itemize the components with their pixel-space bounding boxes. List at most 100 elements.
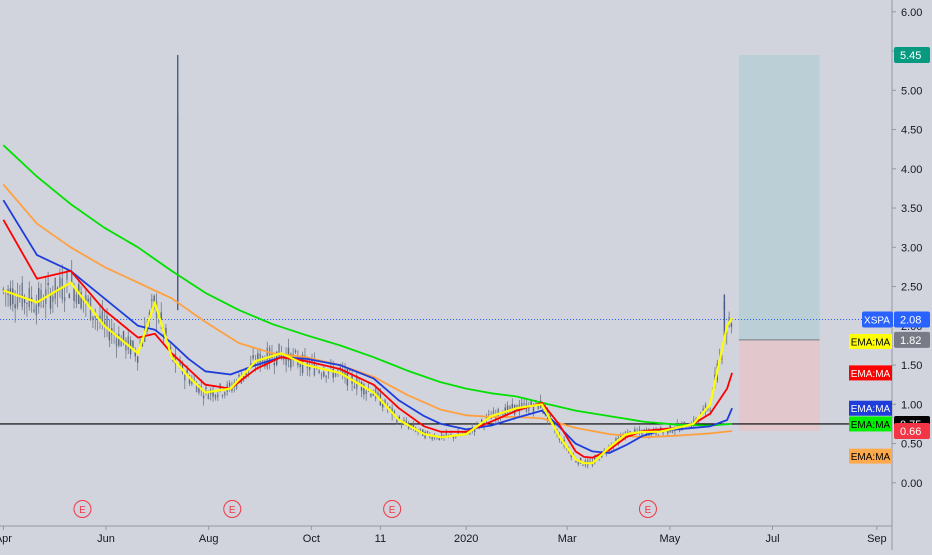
candle-body	[683, 421, 686, 423]
candle-body	[87, 298, 89, 302]
candle-body	[389, 406, 391, 408]
candle-body	[530, 401, 532, 407]
x-tick-label: Jun	[97, 533, 115, 545]
candle-body	[542, 408, 544, 410]
x-tick-label: Mar	[558, 533, 577, 545]
candle-body	[134, 351, 137, 357]
candle-body	[353, 386, 356, 388]
time-axis[interactable]: Apr Jun Aug Oct 11 2020 Mar May Jul Sep	[0, 525, 892, 545]
candle-body	[384, 399, 386, 406]
candle-body	[120, 338, 122, 347]
candle-body	[122, 331, 125, 342]
candle-body	[450, 434, 452, 436]
candle-body	[92, 316, 94, 320]
x-tick-label: 11	[375, 533, 386, 545]
candle-body	[702, 408, 704, 411]
candle-body	[323, 372, 325, 377]
candle-body	[191, 379, 193, 385]
candle-body	[363, 384, 365, 395]
ema-line-5[interactable]	[2, 183, 733, 439]
price-badge: 1.82	[894, 331, 930, 348]
ema-legend-label: EMA:MA	[851, 369, 891, 380]
earnings-marker-label: E	[229, 505, 236, 516]
candle-body	[186, 369, 188, 374]
candle-body	[603, 450, 605, 451]
earnings-marker[interactable]	[223, 500, 242, 518]
candle-body	[320, 374, 323, 376]
candle-body	[21, 282, 23, 307]
ema-line-3[interactable]	[2, 199, 733, 454]
earnings-marker-label: E	[645, 505, 652, 516]
price-badge: 2.08 XSPA	[862, 311, 930, 328]
candle-body	[23, 296, 26, 303]
candle-body	[103, 320, 106, 327]
earnings-marker[interactable]	[383, 500, 402, 518]
x-tick-label: Oct	[303, 533, 320, 545]
candle-body	[570, 453, 572, 457]
earnings-marker[interactable]	[73, 500, 92, 518]
ema-legend-label: EMA:MA	[851, 338, 891, 349]
candle-body	[365, 391, 367, 394]
candle-body	[469, 433, 471, 435]
candle-body	[280, 352, 283, 360]
y-tick-label: 2.50	[901, 282, 922, 294]
candle-body	[299, 364, 301, 368]
ema-line-1[interactable]	[3, 281, 734, 465]
ema-legend-badge-4: EMA:MA	[849, 416, 892, 432]
x-tick-label: Aug	[199, 533, 219, 545]
earnings-marker[interactable]	[638, 500, 657, 518]
candle-body	[334, 372, 337, 377]
ema-line-4[interactable]	[2, 144, 733, 427]
x-tick-label: Sep	[867, 533, 887, 545]
candle-body	[412, 424, 415, 429]
candle-body	[106, 315, 108, 327]
candle-body	[198, 384, 200, 393]
candle-body	[598, 459, 601, 461]
candle-body	[325, 375, 327, 378]
candle-body	[68, 293, 71, 299]
candle-body	[521, 402, 523, 410]
ema-lines	[2, 144, 734, 465]
candle-body	[16, 297, 19, 307]
candle-body	[38, 288, 40, 307]
ema-legend-bg	[849, 365, 892, 381]
profit-zone[interactable]	[738, 54, 820, 340]
candle-body	[426, 431, 429, 433]
price-badge-bg	[894, 423, 930, 440]
price-badge: 0.66	[894, 423, 930, 440]
candle-body	[645, 430, 648, 436]
ema-legend-badge-5: EMA:MA	[849, 448, 892, 464]
loss-zone[interactable]	[738, 339, 820, 432]
x-tick-label: Apr	[0, 533, 12, 545]
candle-body	[228, 382, 231, 387]
candle-body	[224, 392, 226, 396]
candle-body	[252, 355, 254, 359]
candle-body	[405, 420, 407, 425]
candle-body	[268, 347, 271, 363]
earnings-marker-label: E	[79, 505, 86, 516]
candle-body	[54, 277, 56, 299]
y-tick-label: 4.00	[901, 164, 922, 176]
candle-body	[108, 331, 111, 341]
candle-body	[63, 297, 66, 302]
candle-body	[184, 375, 186, 381]
y-tick-label: 0.50	[901, 439, 922, 451]
candle-body	[671, 431, 674, 433]
candle-body	[80, 292, 82, 309]
candle-body	[337, 369, 339, 371]
y-tick-label: 3.00	[901, 242, 922, 254]
price-lines	[0, 319, 892, 425]
candle-body	[634, 429, 636, 432]
candle-body	[85, 295, 87, 304]
candle-body	[511, 403, 514, 411]
ema-line-2[interactable]	[2, 219, 733, 459]
candle-body	[47, 283, 49, 285]
position-box[interactable]	[738, 54, 820, 432]
x-tick-label: Jul	[765, 533, 779, 545]
candle-body	[14, 304, 16, 309]
candle-body	[94, 315, 96, 318]
candle-body	[169, 347, 172, 349]
